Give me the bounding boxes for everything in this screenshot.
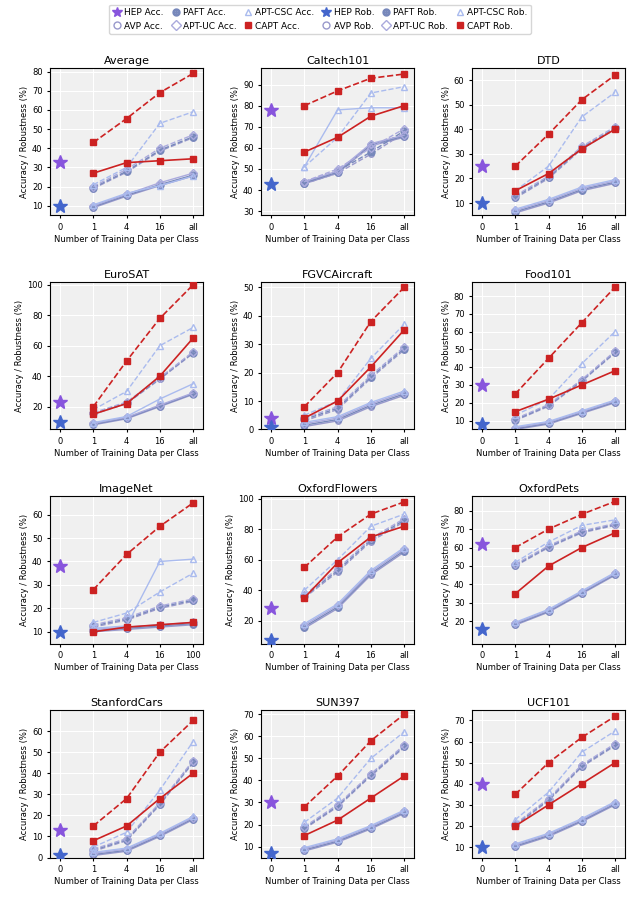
Y-axis label: Accuracy / Robustness (%): Accuracy / Robustness (%) xyxy=(231,728,240,840)
Y-axis label: Accuracy / Robustness (%): Accuracy / Robustness (%) xyxy=(442,299,451,412)
X-axis label: Number of Training Data per Class: Number of Training Data per Class xyxy=(476,663,621,672)
X-axis label: Number of Training Data per Class: Number of Training Data per Class xyxy=(54,877,199,886)
X-axis label: Number of Training Data per Class: Number of Training Data per Class xyxy=(265,449,410,458)
Title: OxfordPets: OxfordPets xyxy=(518,484,579,494)
Title: Caltech101: Caltech101 xyxy=(306,56,369,66)
Title: ImageNet: ImageNet xyxy=(99,484,154,494)
Title: FGVCAircraft: FGVCAircraft xyxy=(302,269,373,279)
Title: OxfordFlowers: OxfordFlowers xyxy=(298,484,378,494)
Title: Average: Average xyxy=(104,56,150,66)
Y-axis label: Accuracy / Robustness (%): Accuracy / Robustness (%) xyxy=(20,514,29,626)
X-axis label: Number of Training Data per Class: Number of Training Data per Class xyxy=(476,877,621,886)
Y-axis label: Accuracy / Robustness (%): Accuracy / Robustness (%) xyxy=(231,299,240,412)
Y-axis label: Accuracy / Robustness (%): Accuracy / Robustness (%) xyxy=(20,728,29,840)
Title: StanfordCars: StanfordCars xyxy=(90,697,163,708)
X-axis label: Number of Training Data per Class: Number of Training Data per Class xyxy=(54,449,199,458)
Y-axis label: Accuracy / Robustness (%): Accuracy / Robustness (%) xyxy=(231,86,240,197)
X-axis label: Number of Training Data per Class: Number of Training Data per Class xyxy=(54,663,199,672)
Title: EuroSAT: EuroSAT xyxy=(104,269,150,279)
Y-axis label: Accuracy / Robustness (%): Accuracy / Robustness (%) xyxy=(442,514,451,626)
Y-axis label: Accuracy / Robustness (%): Accuracy / Robustness (%) xyxy=(442,728,451,840)
Title: UCF101: UCF101 xyxy=(527,697,570,708)
Title: DTD: DTD xyxy=(537,56,561,66)
Title: Food101: Food101 xyxy=(525,269,572,279)
X-axis label: Number of Training Data per Class: Number of Training Data per Class xyxy=(265,877,410,886)
Legend: HEP Acc., AVP Acc., PAFT Acc., APT-UC Acc., APT-CSC Acc., CAPT Acc., HEP Rob., A: HEP Acc., AVP Acc., PAFT Acc., APT-UC Ac… xyxy=(109,5,531,34)
Y-axis label: Accuracy / Robustness (%): Accuracy / Robustness (%) xyxy=(20,86,29,197)
X-axis label: Number of Training Data per Class: Number of Training Data per Class xyxy=(265,663,410,672)
Title: SUN397: SUN397 xyxy=(315,697,360,708)
X-axis label: Number of Training Data per Class: Number of Training Data per Class xyxy=(54,235,199,244)
Y-axis label: Accuracy / Robustness (%): Accuracy / Robustness (%) xyxy=(226,514,235,626)
Y-axis label: Accuracy / Robustness (%): Accuracy / Robustness (%) xyxy=(442,86,451,197)
X-axis label: Number of Training Data per Class: Number of Training Data per Class xyxy=(476,449,621,458)
Y-axis label: Accuracy / Robustness (%): Accuracy / Robustness (%) xyxy=(15,299,24,412)
X-axis label: Number of Training Data per Class: Number of Training Data per Class xyxy=(476,235,621,244)
X-axis label: Number of Training Data per Class: Number of Training Data per Class xyxy=(265,235,410,244)
